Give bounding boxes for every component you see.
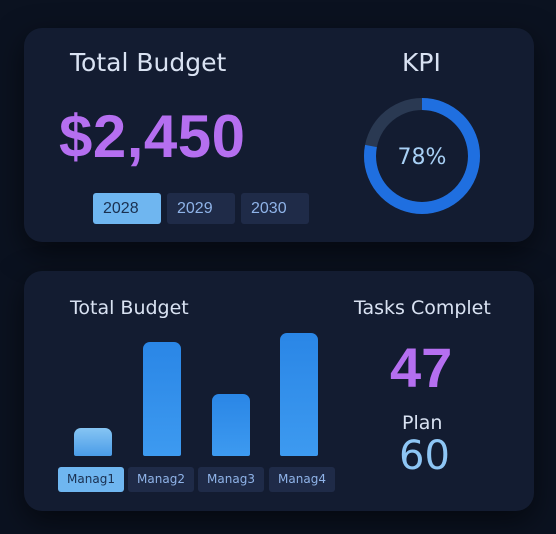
manager-button-1[interactable]: Manag1 [58,467,124,492]
bar-manag2[interactable] [143,342,181,456]
budget-amount: $2,450 [59,103,246,170]
manager-button-3[interactable]: Manag3 [198,467,264,492]
manager-budget-card: Total Budget Manag1 Manag2 Manag3 Manag4… [24,271,534,511]
bar-manag1[interactable] [74,427,112,456]
year-button-2030[interactable]: 2030 [241,193,309,224]
bar-manag4[interactable] [280,333,318,456]
kpi-donut-chart: 78% [364,98,480,214]
plan-value: 60 [399,433,450,479]
chart-title: Total Budget [70,297,189,319]
year-button-2028[interactable]: 2028 [93,193,161,224]
manager-button-2[interactable]: Manag2 [128,467,194,492]
kpi-title: KPI [402,48,441,77]
budget-kpi-card: Total Budget $2,450 2028 2029 2030 KPI 7… [24,28,534,242]
budget-title: Total Budget [70,48,227,77]
bar-manag3[interactable] [212,393,250,456]
kpi-value-label: 78% [398,145,447,170]
manager-button-4[interactable]: Manag4 [269,467,335,492]
tasks-complete-value: 47 [390,336,453,399]
plan-label: Plan [402,412,443,434]
tasks-title: Tasks Complet [354,297,491,319]
kpi-donut-value-arc [364,98,480,214]
year-button-2029[interactable]: 2029 [167,193,235,224]
